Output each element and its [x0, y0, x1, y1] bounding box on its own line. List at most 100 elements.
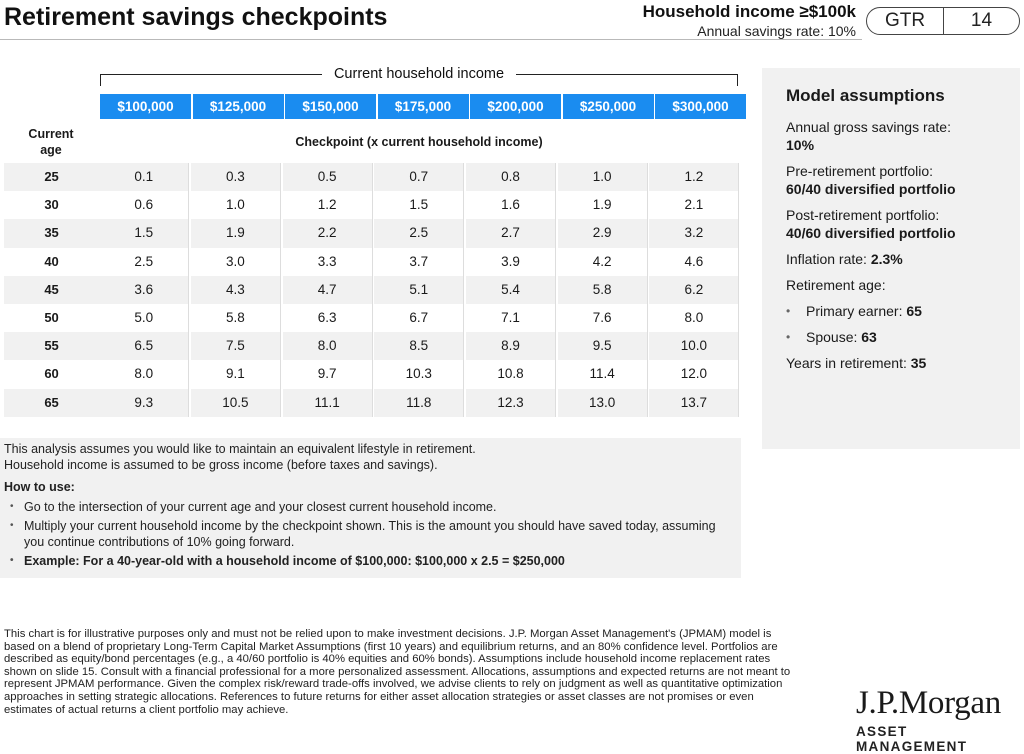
checkpoint-cell: 1.0	[190, 191, 282, 220]
checkpoint-cell: 2.5	[99, 247, 190, 276]
checkpoint-cell: 2.5	[374, 219, 465, 248]
checkpoint-cell: 10.3	[374, 360, 465, 389]
checkpoint-cell: 3.6	[99, 275, 190, 304]
checkpoint-cell: 7.6	[557, 303, 648, 333]
retirement-age-list: Primary earner: 65 Spouse: 63	[786, 302, 996, 346]
age-cell: 65	[4, 388, 100, 417]
income-note: Household income is assumed to be gross …	[4, 458, 438, 472]
checkpoint-cell: 7.5	[190, 332, 282, 361]
income-header: Household income ≥$100k Annual savings r…	[643, 2, 856, 39]
checkpoint-cell: 11.8	[374, 388, 465, 417]
age-cell: 40	[4, 247, 100, 276]
checkpoint-cell: 1.2	[649, 163, 740, 192]
checkpoint-cell: 10.8	[465, 360, 557, 389]
inflation-assumption: Inflation rate: 2.3%	[786, 251, 903, 267]
checkpoint-cell: 2.1	[649, 191, 740, 220]
checkpoint-cell: 5.8	[557, 275, 648, 304]
table-row: 45 3.6 4.3 4.7 5.1 5.4 5.8 6.2	[4, 275, 741, 304]
age-cell: 60	[4, 360, 100, 389]
years-in-retirement: Years in retirement: 35	[786, 355, 927, 371]
checkpoint-cell: 8.0	[649, 303, 740, 333]
checkpoint-cell: 8.9	[465, 332, 557, 361]
how-to-use-example: Example: For a 40-year-old with a househ…	[4, 553, 737, 569]
checkpoint-cell: 1.5	[99, 219, 190, 248]
income-column-header: $150,000	[285, 94, 376, 119]
checkpoint-cell: 11.4	[557, 360, 648, 389]
income-header-row: $100,000 $125,000 $150,000 $175,000 $200…	[100, 94, 748, 119]
age-cell: 35	[4, 219, 100, 248]
age-cell: 45	[4, 275, 100, 304]
checkpoint-cell: 2.2	[282, 219, 373, 248]
checkpoint-cell: 2.7	[465, 219, 557, 248]
checkpoint-cell: 9.3	[99, 388, 190, 417]
checkpoint-cell: 8.5	[374, 332, 465, 361]
age-cell: 50	[4, 303, 100, 333]
jpmorgan-logo: J.P.Morgan ASSET MANAGEMENT	[856, 686, 1022, 754]
age-cell: 25	[4, 163, 100, 192]
checkpoint-cell: 5.4	[465, 275, 557, 304]
checkpoint-cell: 1.2	[282, 191, 373, 220]
how-to-use-heading: How to use:	[4, 480, 75, 494]
checkpoint-cell: 4.2	[557, 247, 648, 276]
current-age-header: Current age	[28, 127, 74, 157]
checkpoint-cell: 5.0	[99, 303, 190, 333]
checkpoint-table: 25 0.1 0.3 0.5 0.7 0.8 1.0 1.2 30 0.6 1.0 1.2 1.5 1.6…	[4, 163, 741, 417]
income-column-header: $100,000	[100, 94, 191, 119]
checkpoint-cell: 13.7	[649, 388, 740, 417]
checkpoint-cell: 10.5	[190, 388, 282, 417]
checkpoint-label: Checkpoint (x current household income)	[295, 135, 543, 149]
checkpoint-cell: 12.0	[649, 360, 740, 389]
how-to-use-box: This analysis assumes you would like to …	[0, 438, 741, 578]
checkpoint-cell: 8.0	[99, 360, 190, 389]
savings-rate-assumption: Annual gross savings rate: 10%	[786, 119, 951, 153]
checkpoint-cell: 1.9	[190, 219, 282, 248]
checkpoint-cell: 0.5	[282, 163, 373, 192]
model-assumptions-panel: Model assumptions Annual gross savings r…	[762, 68, 1020, 449]
checkpoint-cell: 1.5	[374, 191, 465, 220]
checkpoint-cell: 0.3	[190, 163, 282, 192]
checkpoint-cell: 2.9	[557, 219, 648, 248]
income-column-header: $300,000	[655, 94, 746, 119]
table-row: 50 5.0 5.8 6.3 6.7 7.1 7.6 8.0	[4, 303, 741, 333]
checkpoint-cell: 9.7	[282, 360, 373, 389]
income-column-header: $200,000	[470, 94, 561, 119]
income-column-header: $175,000	[377, 94, 469, 119]
checkpoint-cell: 3.7	[374, 247, 465, 276]
retirement-age-label: Retirement age:	[786, 277, 886, 293]
checkpoint-cell: 7.1	[465, 303, 557, 333]
checkpoint-cell: 5.8	[190, 303, 282, 333]
age-cell: 55	[4, 332, 100, 361]
page-number: 14	[970, 10, 993, 31]
column-group-label: Current household income	[321, 66, 517, 82]
checkpoint-cell: 1.6	[465, 191, 557, 220]
post-retirement-assumption: Post-retirement portfolio: 40/60 diversif…	[786, 207, 956, 241]
table-row: 40 2.5 3.0 3.3 3.7 3.9 4.2 4.6	[4, 247, 741, 276]
checkpoint-cell: 3.2	[649, 219, 740, 248]
checkpoint-cell: 12.3	[465, 388, 557, 417]
checkpoint-cell: 6.5	[99, 332, 190, 361]
column-group-label-wrap: Current household income	[100, 66, 738, 82]
income-column-header: $125,000	[192, 94, 284, 119]
checkpoint-cell: 1.0	[557, 163, 648, 192]
how-to-use-step: Multiply your current household income b…	[4, 518, 737, 550]
page-badge: GTR 14	[866, 7, 1020, 35]
checkpoint-cell: 6.2	[649, 275, 740, 304]
checkpoint-cell: 3.3	[282, 247, 373, 276]
checkpoint-cell: 0.8	[465, 163, 557, 192]
checkpoint-cell: 0.6	[99, 191, 190, 220]
table-row: 35 1.5 1.9 2.2 2.5 2.7 2.9 3.2	[4, 219, 741, 248]
checkpoint-cell: 6.7	[374, 303, 465, 333]
checkpoint-cell: 9.1	[190, 360, 282, 389]
checkpoint-cell: 6.3	[282, 303, 373, 333]
savings-rate-label: Annual savings rate: 10%	[697, 23, 856, 39]
pre-retirement-assumption: Pre-retirement portfolio: 60/40 diversifi…	[786, 163, 956, 197]
income-column-header: $250,000	[562, 94, 654, 119]
checkpoint-cell: 3.9	[465, 247, 557, 276]
assumptions-title: Model assumptions	[786, 86, 945, 105]
spouse-item: Spouse: 63	[786, 328, 996, 346]
page-title: Retirement savings checkpoints	[4, 3, 388, 31]
checkpoint-cell: 4.7	[282, 275, 373, 304]
table-row: 60 8.0 9.1 9.7 10.3 10.8 11.4 12.0	[4, 360, 741, 389]
checkpoint-cell: 4.6	[649, 247, 740, 276]
checkpoint-cell: 11.1	[282, 388, 373, 417]
